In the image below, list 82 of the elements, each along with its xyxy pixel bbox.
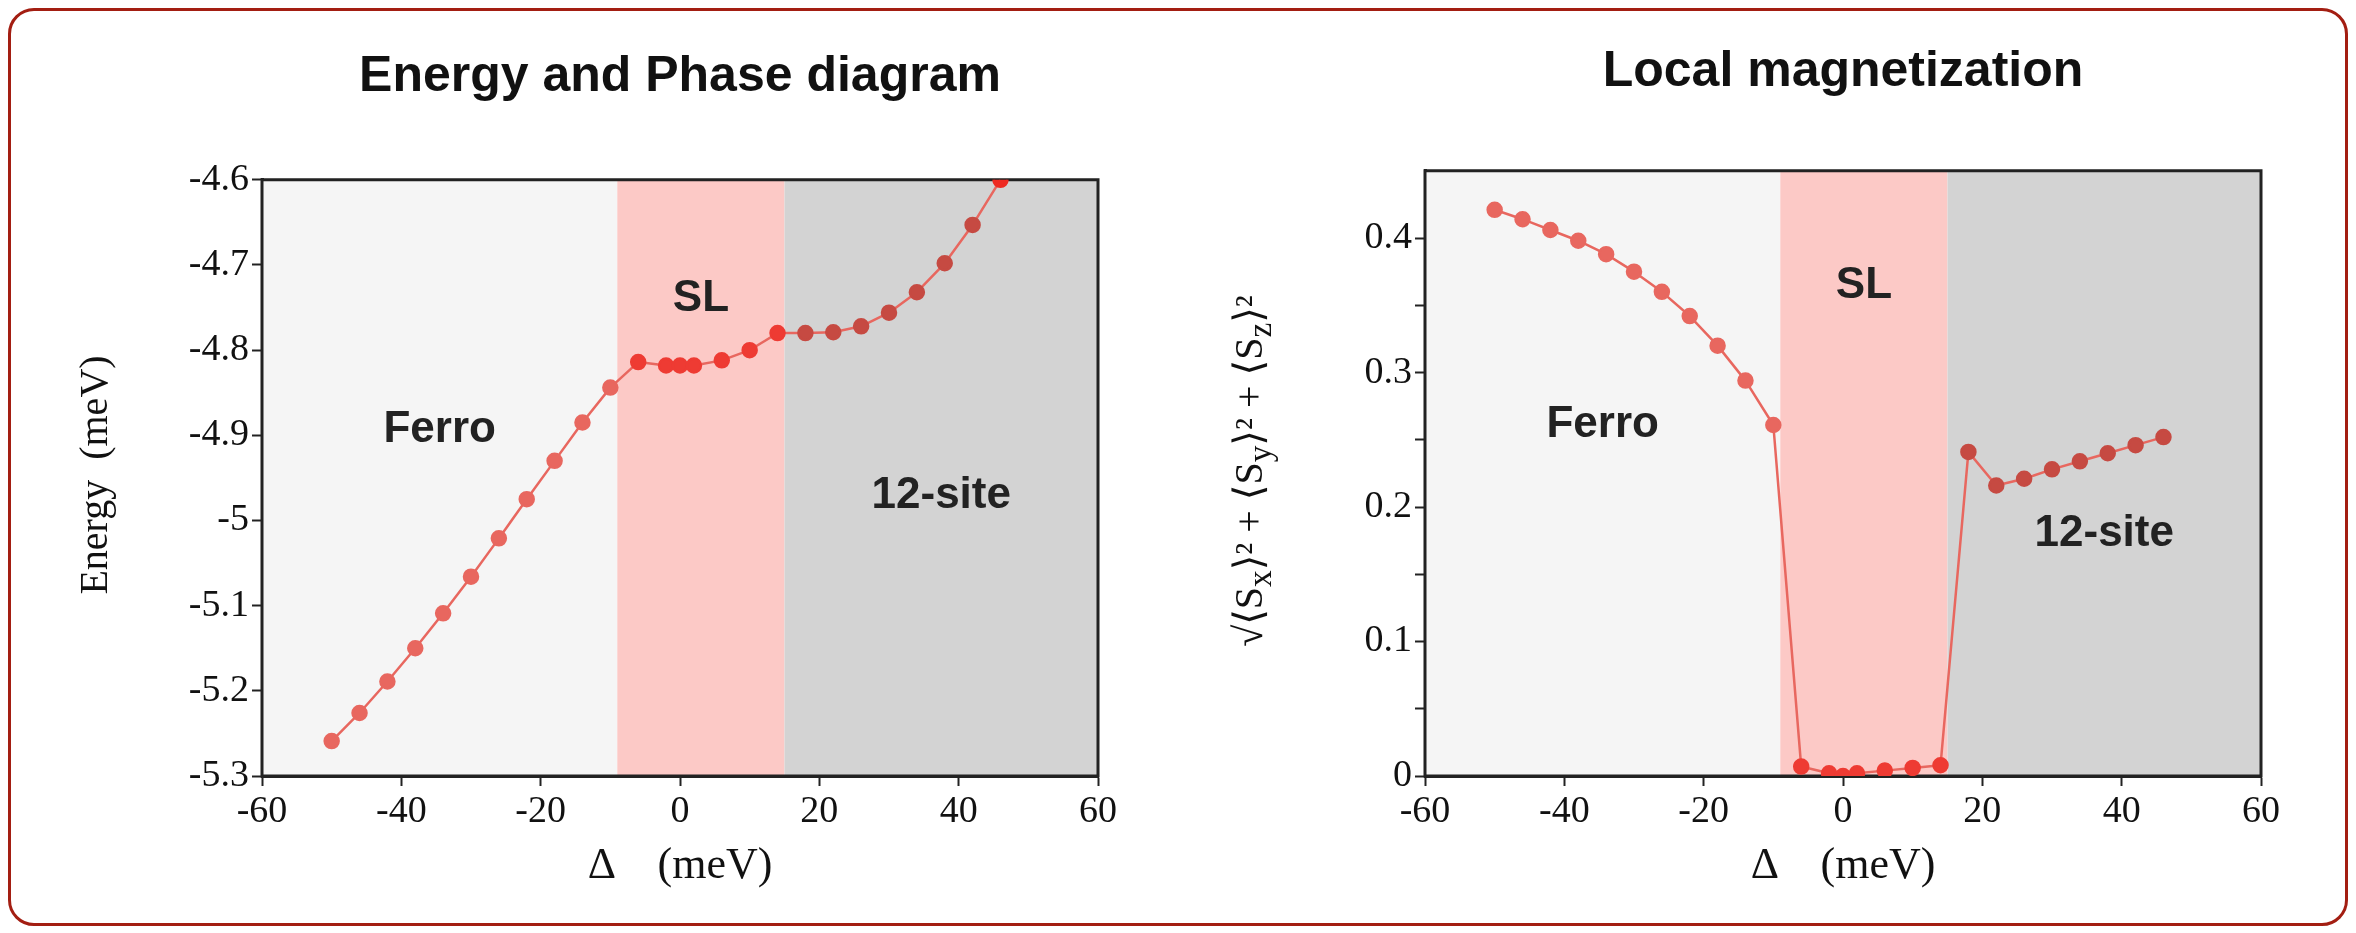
point	[518, 490, 535, 508]
point	[407, 639, 424, 657]
point	[1625, 263, 1643, 280]
band-label: SL	[1835, 257, 1893, 307]
band-label: 12-site	[2034, 506, 2174, 556]
point	[323, 732, 340, 750]
point	[741, 341, 758, 359]
point	[1570, 232, 1587, 249]
point	[1653, 283, 1671, 301]
y-axis-title: Energy (meV)	[70, 354, 117, 597]
point	[1709, 337, 1726, 354]
point	[685, 357, 703, 374]
x-axis-title: Δ (meV)	[586, 838, 774, 889]
x-tick-label: 60	[1079, 787, 1117, 830]
x-tick-label: 40	[939, 787, 978, 830]
point	[1904, 759, 1921, 776]
point	[713, 352, 731, 369]
point	[797, 324, 814, 342]
point	[2071, 453, 2089, 470]
y-tick-label: 0.3	[1364, 348, 1412, 391]
point	[825, 324, 842, 341]
point	[1737, 372, 1754, 389]
y-tick-label: 0.1	[1364, 617, 1412, 660]
x-tick-label: 40	[2102, 787, 2141, 830]
x-tick-label: -20	[515, 787, 566, 830]
point	[602, 379, 619, 396]
point	[574, 414, 591, 431]
point	[1988, 477, 2005, 494]
point	[1542, 221, 1559, 239]
x-tick-label: -40	[376, 787, 427, 830]
point	[2015, 470, 2033, 488]
point	[1597, 245, 1615, 263]
point	[1932, 756, 1949, 774]
y-tick-label: -4.6	[188, 155, 249, 198]
point	[671, 357, 689, 374]
x-tick-label: 0	[1833, 787, 1853, 830]
point	[880, 304, 898, 321]
point	[351, 704, 368, 722]
point	[434, 605, 452, 622]
y-tick-label: -4.7	[188, 240, 249, 283]
point	[1486, 201, 1503, 219]
point	[2127, 436, 2144, 454]
y-tick-label: 0.4	[1364, 214, 1412, 257]
x-tick-label: -40	[1539, 787, 1590, 830]
x-tick-label: 0	[670, 787, 690, 830]
point	[379, 673, 396, 690]
point	[546, 452, 563, 470]
x-axis-title: Δ (meV)	[1749, 838, 1937, 889]
y-tick-label: -5.2	[188, 666, 249, 709]
point	[769, 324, 786, 342]
point	[852, 318, 870, 335]
point	[1514, 210, 1531, 228]
band-label: SL	[672, 271, 730, 321]
point	[1792, 758, 1810, 775]
y-tick-label: -5	[217, 496, 249, 539]
point	[657, 357, 675, 374]
chart-title: Energy and Phase diagram	[358, 45, 1002, 103]
point	[1681, 307, 1698, 325]
band-label: 12-site	[871, 467, 1011, 517]
y-tick-label: -4.9	[188, 411, 249, 454]
y-tick-label: -5.1	[188, 581, 249, 624]
point	[964, 216, 981, 234]
point	[1960, 443, 1977, 461]
band-label: Ferro	[1546, 397, 1659, 447]
point	[629, 353, 647, 371]
point	[908, 283, 926, 301]
point	[490, 530, 508, 547]
point	[462, 568, 480, 585]
x-tick-label: -20	[1678, 787, 1729, 830]
point	[1876, 762, 1894, 776]
band-label: Ferro	[383, 402, 496, 452]
x-tick-label: 20	[800, 787, 839, 830]
point	[1765, 416, 1782, 434]
point	[2043, 461, 2061, 478]
y-tick-label: 0.2	[1364, 483, 1412, 526]
y-tick-label: -4.8	[188, 326, 249, 369]
point	[2155, 428, 2172, 446]
point	[936, 255, 953, 272]
x-tick-label: 60	[2242, 787, 2280, 830]
x-tick-label: 20	[1963, 787, 2002, 830]
chart-title: Local magnetization	[1601, 40, 2085, 98]
point	[2099, 444, 2116, 462]
